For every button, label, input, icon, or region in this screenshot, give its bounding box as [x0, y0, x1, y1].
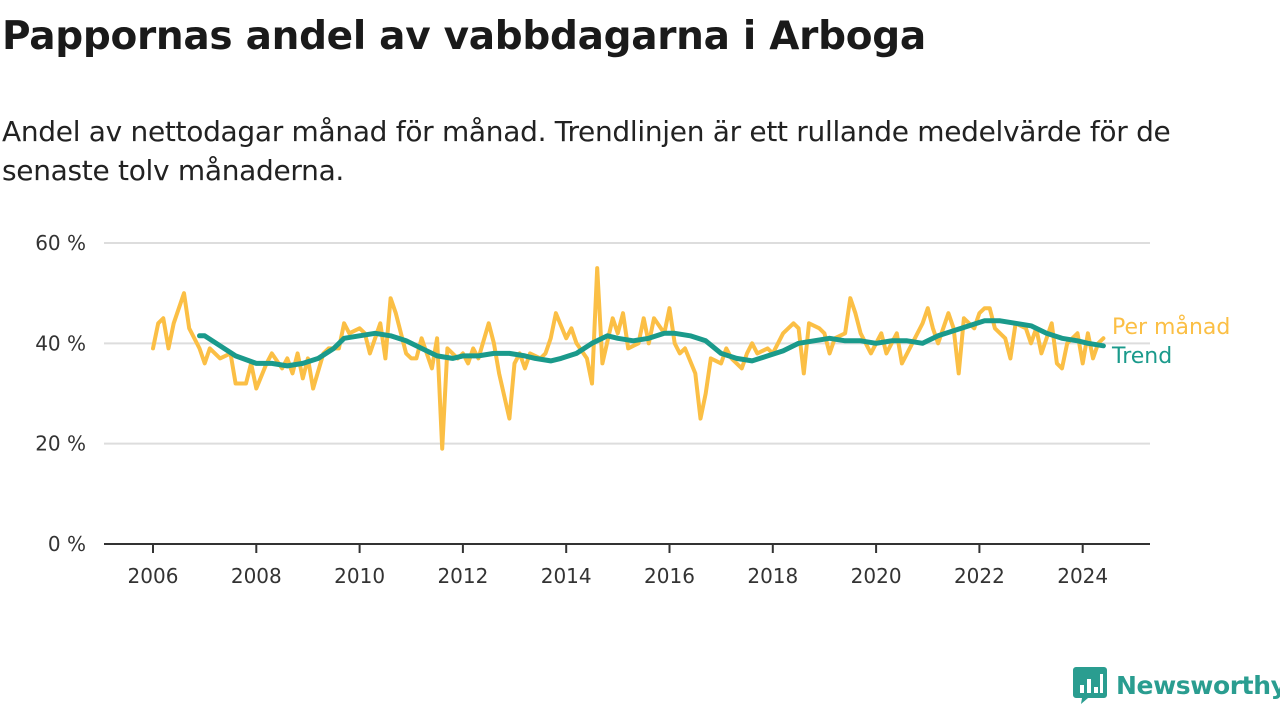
monthly-series-line	[151, 266, 1106, 451]
x-tick-label: 2012	[437, 564, 488, 588]
x-tick-label: 2006	[128, 564, 179, 588]
y-tick-label: 40 %	[35, 331, 86, 355]
y-tick-label: 0 %	[48, 532, 86, 556]
series-lines	[151, 266, 1106, 451]
x-tick-label: 2024	[1057, 564, 1108, 588]
x-tick-label: 2020	[851, 564, 902, 588]
x-tick-label: 2022	[954, 564, 1005, 588]
y-tick-label: 60 %	[35, 231, 86, 255]
series-label-trend: Trend	[1111, 344, 1172, 369]
x-axis: 2006 2008 2010 2012 2014 2016 2018 2020 2022 2024	[104, 543, 1150, 588]
chart-subtitle: Andel av nettodagar månad för månad. Tre…	[2, 115, 1171, 187]
y-axis: 0 % 20 % 40 % 60 %	[35, 231, 86, 556]
newsworthy-logo-text: Newsworthy	[1116, 670, 1280, 700]
series-labels: Per månad Trend	[1111, 314, 1230, 369]
chart-title: Pappornas andel av vabbdagarna i Arboga	[2, 14, 926, 59]
trend-series-line	[197, 318, 1106, 369]
x-tick-label: 2016	[644, 564, 695, 588]
newsworthy-logo: Newsworthy	[1072, 664, 1280, 706]
x-tick-label: 2010	[334, 564, 385, 588]
y-tick-label: 20 %	[35, 432, 86, 456]
x-tick-label: 2018	[747, 564, 798, 588]
newsworthy-logo-icon	[1073, 667, 1107, 704]
series-label-monthly: Per månad	[1112, 314, 1230, 340]
x-tick-label: 2008	[231, 564, 282, 588]
x-tick-label: 2014	[541, 564, 592, 588]
